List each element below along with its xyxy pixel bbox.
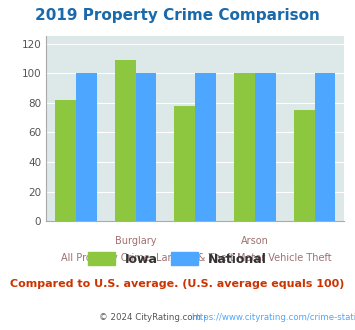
Bar bbox=[136, 73, 157, 221]
Text: All Property Crime: All Property Crime bbox=[61, 252, 150, 263]
Bar bbox=[195, 73, 216, 221]
Bar bbox=[55, 100, 76, 221]
Text: Compared to U.S. average. (U.S. average equals 100): Compared to U.S. average. (U.S. average … bbox=[10, 279, 345, 289]
Bar bbox=[174, 106, 195, 221]
Text: Motor Vehicle Theft: Motor Vehicle Theft bbox=[237, 252, 332, 263]
Legend: Iowa, National: Iowa, National bbox=[83, 247, 272, 271]
Bar bbox=[315, 73, 335, 221]
Text: 2019 Property Crime Comparison: 2019 Property Crime Comparison bbox=[35, 8, 320, 23]
Text: Burglary: Burglary bbox=[115, 236, 156, 246]
Bar bbox=[294, 110, 315, 221]
Bar bbox=[255, 73, 276, 221]
Text: Larceny & Theft: Larceny & Theft bbox=[156, 252, 234, 263]
Text: © 2024 CityRating.com -: © 2024 CityRating.com - bbox=[99, 314, 210, 322]
Text: Arson: Arson bbox=[241, 236, 269, 246]
Bar bbox=[115, 60, 136, 221]
Text: https://www.cityrating.com/crime-statistics/: https://www.cityrating.com/crime-statist… bbox=[192, 314, 355, 322]
Bar bbox=[234, 73, 255, 221]
Bar bbox=[76, 73, 97, 221]
